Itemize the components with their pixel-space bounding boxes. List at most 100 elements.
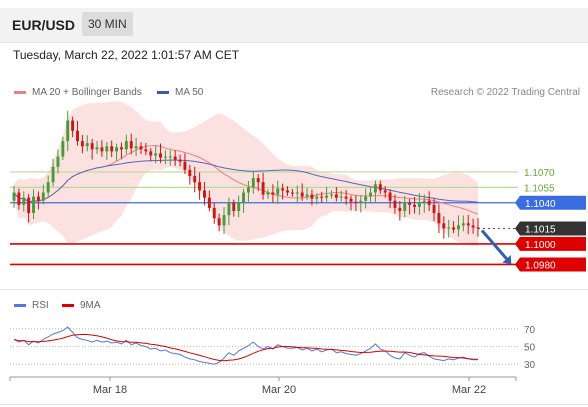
candle-body — [442, 223, 446, 229]
level-tag-bg — [515, 195, 586, 210]
candle-body — [300, 192, 304, 197]
candle-body — [388, 192, 392, 201]
candle-body — [129, 141, 133, 149]
candle-body — [378, 184, 382, 191]
ma50-swatch — [157, 91, 169, 94]
legend-9ma-label: 9MA — [80, 300, 101, 311]
candle-body — [71, 120, 75, 131]
time-label: Mar 20 — [262, 384, 296, 396]
candle-body — [413, 204, 416, 207]
forecast-arrow-head — [502, 255, 512, 265]
candle-body — [203, 190, 206, 198]
candle-body — [66, 120, 70, 142]
level-tag-text: 1.0980 — [525, 260, 556, 271]
candle-body — [461, 223, 465, 226]
candle-body — [32, 196, 36, 214]
level-label-1.1055: 1.1055 — [524, 183, 555, 194]
candle-body — [100, 147, 104, 152]
rsi-level-label: 50 — [524, 343, 536, 354]
candle-body — [325, 195, 329, 198]
candle-body — [393, 200, 397, 208]
legend-ma20: MA 20 + Bollinger Bands — [14, 87, 142, 98]
legend-9ma: 9MA — [62, 300, 101, 311]
level-tag-bg — [515, 236, 586, 251]
candle-body — [144, 149, 148, 152]
candle-body — [27, 197, 31, 214]
timeframe-badge[interactable]: 30 MIN — [82, 12, 133, 36]
level-tag-1.1000: 1.1000 — [515, 236, 586, 251]
candle-body — [344, 196, 348, 199]
candle-body — [310, 194, 314, 199]
candle-body — [339, 196, 343, 198]
candle-body — [105, 146, 109, 152]
ma50-line — [13, 159, 479, 203]
candle-body — [476, 227, 480, 229]
candle-body — [193, 176, 197, 183]
candle-body — [61, 141, 65, 157]
candle-body — [95, 147, 99, 150]
candle-body — [168, 156, 172, 158]
candle-body — [466, 223, 470, 226]
rsi-swatch — [14, 304, 26, 307]
candle-body — [163, 156, 167, 158]
pair-title: EUR/USD — [12, 17, 76, 33]
candle-body — [80, 141, 84, 147]
candle-body — [373, 184, 377, 193]
candle-body — [154, 153, 158, 156]
ma9-swatch — [62, 304, 74, 307]
legend-ma50: MA 50 — [157, 87, 203, 98]
level-tag-text: 1.1015 — [525, 224, 556, 235]
rsi-level-label: 30 — [524, 360, 536, 371]
candle-body — [183, 161, 187, 170]
candle-body — [261, 182, 265, 195]
candle-body — [295, 192, 299, 194]
candle-body — [139, 146, 143, 150]
level-label-1.1070: 1.1070 — [524, 168, 555, 179]
candle-body — [41, 192, 45, 201]
candle-body — [408, 202, 412, 205]
candle-body — [246, 187, 250, 193]
candle-body — [134, 146, 138, 149]
level-tag-text: 1.1040 — [525, 199, 556, 210]
candle-body — [115, 147, 119, 152]
candle-body — [290, 192, 294, 194]
candle-body — [178, 159, 182, 162]
candle-body — [56, 156, 60, 167]
candle-body — [110, 146, 114, 152]
candle-body — [22, 197, 26, 205]
level-tag-bg — [515, 221, 586, 236]
candle-body — [315, 196, 319, 199]
candle-body — [330, 194, 333, 196]
candle-body — [383, 190, 387, 193]
candle-body — [456, 225, 460, 230]
candle-body — [452, 227, 456, 230]
candle-body — [242, 192, 246, 203]
candle-body — [256, 178, 260, 183]
candle-body — [85, 143, 89, 147]
candle-body — [271, 192, 275, 195]
candle-body — [422, 200, 426, 203]
candle-body — [51, 166, 55, 183]
legend-rsi: RSI — [14, 300, 49, 311]
candle-body — [217, 218, 221, 226]
candle-body — [437, 213, 441, 224]
candle-body — [198, 182, 202, 191]
candle-body — [149, 151, 153, 156]
candle-body — [286, 190, 289, 193]
legend-ma50-label: MA 50 — [175, 87, 204, 98]
candle-body — [432, 204, 436, 214]
candle-body — [124, 141, 128, 150]
candle-body — [276, 188, 280, 195]
candle-body — [349, 198, 353, 202]
candle-body — [417, 202, 421, 207]
candle-body — [119, 147, 123, 150]
candle-body — [354, 201, 358, 203]
candle-body — [159, 153, 162, 158]
candle-body — [266, 192, 270, 195]
candle-body — [17, 192, 21, 205]
candle-body — [364, 196, 368, 201]
candle-body — [427, 200, 431, 205]
candle-body — [222, 215, 226, 226]
candle-body — [90, 143, 94, 150]
